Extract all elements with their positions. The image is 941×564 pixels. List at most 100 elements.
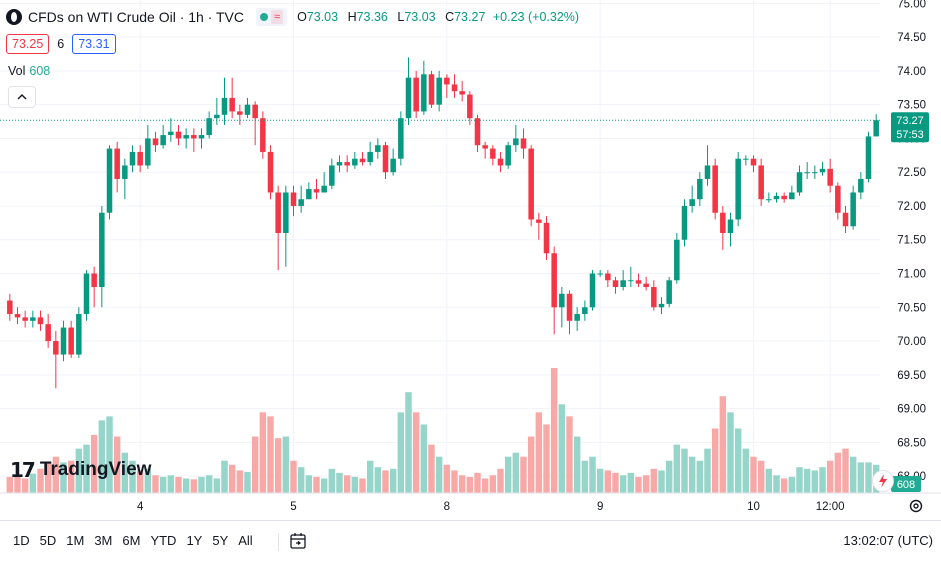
candle-body: [321, 185, 327, 193]
volume-bar: [734, 428, 742, 493]
gear-icon[interactable]: [908, 498, 924, 514]
volume-bar: [29, 473, 37, 493]
tradingview-logo-text: TradingView: [39, 459, 152, 480]
ask-price[interactable]: 73.31: [72, 34, 116, 54]
candle-body: [566, 293, 573, 321]
range-5y[interactable]: 5Y: [212, 533, 229, 548]
candle-body: [252, 104, 258, 119]
candle-body: [605, 273, 611, 281]
bottom-toolbar: 1D 5D 1M 3M 6M YTD 1Y 5Y All 13:02:07 (U…: [0, 520, 941, 564]
candle-body: [367, 151, 373, 163]
chart-legend: CFDs on WTI Crude Oil · 1h · TVC ≈ O73.0…: [6, 6, 579, 28]
candle-body: [582, 307, 588, 315]
volume-bar: [205, 475, 213, 493]
range-1y[interactable]: 1Y: [186, 533, 203, 548]
candle-body: [482, 145, 488, 149]
bid-price[interactable]: 73.25: [6, 34, 50, 54]
volume-bar: [313, 476, 320, 493]
volume-bar: [650, 468, 658, 493]
volume-bar: [619, 475, 627, 493]
volume-bar: [658, 470, 665, 493]
candle-body: [390, 158, 396, 173]
x-tick-label: 10: [747, 501, 760, 513]
tradingview-logo[interactable]: 17 TradingView: [10, 458, 151, 482]
change-value: +0.23 (+0.32%): [492, 10, 580, 24]
candle-body: [421, 74, 427, 112]
volume-bar: [558, 404, 566, 493]
candle-body: [536, 219, 542, 223]
spread-value: 6: [57, 37, 65, 51]
candle-body: [628, 280, 634, 282]
volume-bar: [152, 475, 159, 493]
candle-body: [712, 165, 718, 213]
candle-body: [359, 158, 366, 163]
candlestick-chart[interactable]: 75.0074.5074.0073.5073.0072.5072.0071.50…: [0, 0, 941, 520]
candle-body: [850, 192, 856, 227]
data-delay-icon: ≈: [271, 10, 284, 24]
go-to-date-icon[interactable]: [288, 531, 308, 551]
y-tick-label: 71.50: [897, 235, 926, 247]
candle-body: [7, 300, 13, 315]
volume-label: Vol: [8, 64, 26, 78]
candle-body: [528, 148, 534, 220]
symbol-title[interactable]: CFDs on WTI Crude Oil · 1h · TVC: [28, 9, 245, 25]
volume-bar: [113, 436, 121, 493]
volume-bar: [198, 476, 205, 493]
candle-body: [597, 273, 603, 275]
candle-body: [405, 77, 412, 119]
volume-bar: [612, 472, 619, 493]
volume-bar: [221, 460, 228, 493]
volume-bar: [673, 444, 681, 493]
candle-body: [773, 195, 780, 200]
range-all[interactable]: All: [238, 533, 253, 548]
volume-bar: [14, 475, 21, 493]
candle-body: [168, 131, 174, 136]
volume-bar: [489, 475, 497, 493]
range-5d[interactable]: 5D: [39, 533, 57, 548]
volume-bar: [389, 468, 397, 493]
range-ytd[interactable]: YTD: [150, 533, 177, 548]
candle-body: [160, 135, 166, 146]
volume-bar: [412, 412, 420, 493]
candle-body: [589, 273, 596, 308]
candle-body: [83, 273, 90, 315]
utc-clock[interactable]: 13:02:07 (UTC): [843, 533, 933, 548]
volume-bar: [504, 456, 512, 493]
y-tick-label: 68.50: [897, 437, 926, 449]
volume-bar: [159, 476, 167, 493]
volume-bar: [67, 460, 75, 493]
candle-body: [474, 118, 481, 146]
y-tick-label: 72.50: [897, 167, 926, 179]
y-tick-label: 70.50: [897, 302, 926, 314]
candle-body: [819, 168, 826, 173]
volume-bar: [267, 416, 274, 493]
volume-bar: [581, 460, 589, 493]
candle-body: [30, 317, 36, 321]
high-label: H: [347, 10, 357, 24]
volume-bar: [550, 368, 558, 493]
candle-body: [789, 192, 795, 200]
range-3m[interactable]: 3M: [94, 533, 113, 548]
candle-body: [45, 324, 51, 342]
open-value: 73.03: [306, 10, 339, 24]
candle-body: [60, 327, 67, 355]
range-6m[interactable]: 6M: [122, 533, 141, 548]
x-tick-label: 8: [444, 501, 450, 513]
volume-bar: [696, 460, 704, 493]
range-1m[interactable]: 1M: [66, 533, 85, 548]
candle-body: [574, 314, 580, 321]
candle-body: [152, 138, 159, 146]
volume-bar: [849, 456, 857, 493]
low-label: L: [397, 10, 405, 24]
volume-bar: [520, 456, 527, 493]
candle-body: [175, 131, 182, 139]
market-status[interactable]: ≈: [256, 8, 288, 26]
volume-bar: [98, 420, 106, 493]
candle-body: [467, 94, 473, 119]
volume-bar: [129, 460, 136, 493]
lightning-bolt-icon[interactable]: [872, 470, 894, 492]
volume-tag-value: 608: [897, 479, 915, 491]
range-1d[interactable]: 1D: [13, 533, 30, 548]
volume-bar: [665, 460, 673, 493]
collapse-legend-button[interactable]: [8, 86, 36, 108]
